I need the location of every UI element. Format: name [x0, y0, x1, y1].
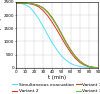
Variant 2 — [84, 65, 85, 66]
Variant 1 — [52, 17, 53, 19]
Variant 3 — [20, 3, 21, 4]
Simultaneous evacuation — [66, 60, 67, 61]
Simultaneous evacuation — [56, 49, 58, 51]
Variant 1 — [34, 4, 35, 5]
Variant 3 — [97, 67, 99, 68]
Variant 1 — [70, 49, 71, 50]
Variant 3 — [24, 3, 26, 4]
Variant 2 — [79, 62, 80, 63]
Variant 2 — [52, 22, 53, 23]
Variant 1 — [20, 3, 21, 4]
Variant 3 — [88, 66, 90, 67]
X-axis label: t (min): t (min) — [48, 75, 66, 80]
Simultaneous evacuation — [24, 4, 26, 5]
Simultaneous evacuation — [84, 67, 85, 68]
Simultaneous evacuation — [20, 3, 21, 4]
Variant 2 — [88, 66, 90, 67]
Variant 1 — [38, 5, 39, 6]
Variant 2 — [43, 10, 44, 11]
Variant 3 — [15, 3, 17, 4]
Simultaneous evacuation — [52, 43, 53, 44]
Variant 3 — [47, 12, 48, 14]
Variant 2 — [38, 6, 39, 7]
Variant 3 — [52, 18, 53, 20]
Variant 3 — [61, 34, 62, 35]
Simultaneous evacuation — [93, 67, 94, 68]
Legend: Simultaneous evacuation, Variant 2, Variant 1, Variant 3: Simultaneous evacuation, Variant 2, Vari… — [12, 83, 100, 93]
Variant 2 — [61, 37, 62, 39]
Variant 3 — [34, 4, 35, 5]
Variant 1 — [93, 67, 94, 68]
Variant 1 — [24, 3, 26, 4]
Variant 1 — [47, 12, 48, 13]
Simultaneous evacuation — [43, 26, 44, 27]
Variant 3 — [43, 8, 44, 9]
Simultaneous evacuation — [88, 67, 90, 68]
Variant 1 — [29, 3, 30, 4]
Y-axis label: Number of people: Number of people — [0, 11, 2, 59]
Simultaneous evacuation — [15, 3, 17, 4]
Variant 1 — [56, 25, 58, 26]
Variant 2 — [97, 67, 99, 68]
Variant 3 — [84, 64, 85, 65]
Simultaneous evacuation — [38, 18, 39, 20]
Variant 3 — [56, 26, 58, 27]
Variant 3 — [66, 43, 67, 44]
Simultaneous evacuation — [29, 7, 30, 8]
Simultaneous evacuation — [97, 67, 99, 68]
Variant 3 — [75, 56, 76, 57]
Line: Simultaneous evacuation: Simultaneous evacuation — [16, 3, 98, 68]
Variant 2 — [47, 16, 48, 17]
Variant 2 — [56, 30, 58, 31]
Simultaneous evacuation — [75, 65, 76, 66]
Variant 3 — [79, 61, 80, 62]
Variant 1 — [61, 33, 62, 34]
Variant 1 — [66, 42, 67, 43]
Variant 2 — [20, 3, 21, 4]
Simultaneous evacuation — [34, 12, 35, 13]
Variant 1 — [75, 56, 76, 57]
Line: Variant 3: Variant 3 — [16, 3, 98, 68]
Variant 1 — [43, 7, 44, 8]
Variant 2 — [66, 45, 67, 46]
Variant 2 — [15, 3, 17, 4]
Variant 2 — [29, 3, 30, 4]
Simultaneous evacuation — [47, 35, 48, 36]
Variant 2 — [24, 3, 26, 4]
Variant 2 — [93, 67, 94, 68]
Line: Variant 2: Variant 2 — [16, 3, 98, 68]
Variant 3 — [29, 3, 30, 4]
Variant 1 — [84, 64, 85, 65]
Variant 2 — [75, 58, 76, 59]
Line: Variant 1: Variant 1 — [16, 3, 98, 68]
Variant 1 — [97, 67, 99, 68]
Variant 3 — [93, 67, 94, 68]
Simultaneous evacuation — [70, 63, 71, 64]
Variant 2 — [70, 52, 71, 53]
Variant 1 — [88, 66, 90, 67]
Variant 2 — [34, 4, 35, 5]
Variant 1 — [79, 60, 80, 61]
Simultaneous evacuation — [61, 56, 62, 57]
Variant 3 — [70, 50, 71, 51]
Simultaneous evacuation — [79, 66, 80, 67]
Variant 1 — [15, 3, 17, 4]
Variant 3 — [38, 5, 39, 6]
